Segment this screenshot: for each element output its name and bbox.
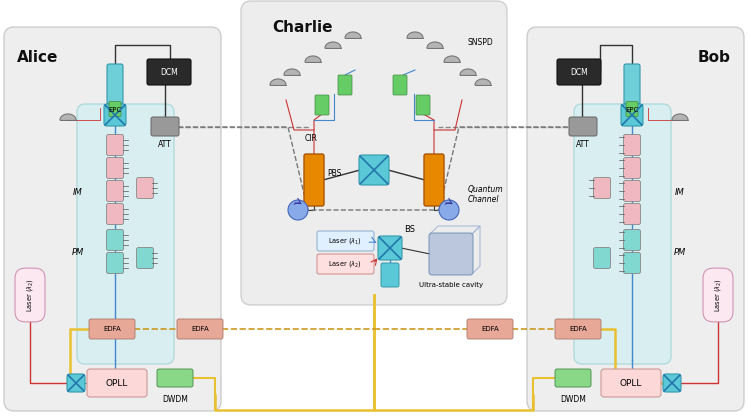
Text: PM: PM bbox=[72, 247, 84, 257]
FancyBboxPatch shape bbox=[429, 233, 473, 275]
Polygon shape bbox=[427, 42, 443, 48]
FancyBboxPatch shape bbox=[593, 178, 610, 199]
FancyBboxPatch shape bbox=[157, 369, 193, 387]
Text: Laser ($\lambda_1$): Laser ($\lambda_1$) bbox=[328, 236, 362, 246]
Text: DWDM: DWDM bbox=[560, 395, 586, 404]
Text: Bob: Bob bbox=[698, 50, 731, 65]
FancyBboxPatch shape bbox=[136, 178, 153, 199]
FancyBboxPatch shape bbox=[424, 154, 444, 206]
FancyBboxPatch shape bbox=[624, 181, 640, 202]
Text: PM: PM bbox=[674, 247, 686, 257]
FancyBboxPatch shape bbox=[317, 254, 374, 274]
Text: Ultra-stable cavity: Ultra-stable cavity bbox=[419, 282, 483, 288]
Text: IM: IM bbox=[675, 187, 685, 197]
FancyBboxPatch shape bbox=[557, 59, 601, 85]
FancyBboxPatch shape bbox=[624, 158, 640, 178]
Polygon shape bbox=[672, 114, 688, 120]
Text: ATT: ATT bbox=[158, 140, 172, 149]
FancyBboxPatch shape bbox=[621, 104, 643, 126]
FancyBboxPatch shape bbox=[87, 369, 147, 397]
FancyBboxPatch shape bbox=[106, 252, 123, 273]
FancyBboxPatch shape bbox=[89, 319, 135, 339]
FancyBboxPatch shape bbox=[393, 75, 407, 95]
Polygon shape bbox=[325, 42, 341, 48]
FancyBboxPatch shape bbox=[624, 134, 640, 155]
FancyBboxPatch shape bbox=[106, 229, 123, 250]
Circle shape bbox=[288, 200, 308, 220]
FancyBboxPatch shape bbox=[569, 117, 597, 136]
Text: IM: IM bbox=[73, 187, 83, 197]
Polygon shape bbox=[345, 32, 361, 38]
FancyBboxPatch shape bbox=[555, 319, 601, 339]
Text: DWDM: DWDM bbox=[162, 395, 188, 404]
FancyBboxPatch shape bbox=[151, 117, 179, 136]
FancyBboxPatch shape bbox=[574, 104, 671, 364]
FancyBboxPatch shape bbox=[241, 1, 507, 305]
FancyBboxPatch shape bbox=[416, 95, 430, 115]
Text: Laser ($\lambda_2$): Laser ($\lambda_2$) bbox=[25, 278, 35, 312]
FancyBboxPatch shape bbox=[626, 102, 638, 116]
Text: ATT: ATT bbox=[576, 140, 590, 149]
Polygon shape bbox=[460, 69, 476, 75]
FancyBboxPatch shape bbox=[4, 27, 221, 411]
Text: DCM: DCM bbox=[160, 68, 178, 76]
FancyBboxPatch shape bbox=[304, 154, 324, 206]
FancyBboxPatch shape bbox=[601, 369, 661, 397]
Text: OPLL: OPLL bbox=[105, 378, 128, 388]
Polygon shape bbox=[475, 79, 491, 85]
Text: Alice: Alice bbox=[17, 50, 58, 65]
FancyBboxPatch shape bbox=[624, 252, 640, 273]
Text: EPC: EPC bbox=[625, 107, 639, 113]
Text: EDFA: EDFA bbox=[569, 326, 587, 332]
FancyBboxPatch shape bbox=[177, 319, 223, 339]
FancyBboxPatch shape bbox=[555, 369, 591, 387]
FancyBboxPatch shape bbox=[527, 27, 744, 411]
FancyBboxPatch shape bbox=[624, 64, 640, 104]
FancyBboxPatch shape bbox=[663, 374, 681, 392]
FancyBboxPatch shape bbox=[317, 231, 374, 251]
Text: SNSPD: SNSPD bbox=[468, 38, 494, 47]
FancyBboxPatch shape bbox=[624, 204, 640, 225]
Text: EDFA: EDFA bbox=[103, 326, 121, 332]
FancyBboxPatch shape bbox=[106, 134, 123, 155]
FancyBboxPatch shape bbox=[106, 181, 123, 202]
Polygon shape bbox=[305, 56, 321, 62]
FancyBboxPatch shape bbox=[467, 319, 513, 339]
FancyBboxPatch shape bbox=[624, 229, 640, 250]
Text: EDFA: EDFA bbox=[191, 326, 209, 332]
FancyBboxPatch shape bbox=[107, 64, 123, 104]
FancyBboxPatch shape bbox=[77, 104, 174, 364]
FancyBboxPatch shape bbox=[136, 247, 153, 268]
FancyBboxPatch shape bbox=[106, 204, 123, 225]
FancyBboxPatch shape bbox=[359, 155, 389, 185]
Polygon shape bbox=[444, 56, 460, 62]
Text: Laser ($\lambda_2$): Laser ($\lambda_2$) bbox=[328, 259, 362, 269]
Text: Quantum
Channel: Quantum Channel bbox=[468, 185, 503, 205]
Polygon shape bbox=[270, 79, 286, 85]
FancyBboxPatch shape bbox=[109, 102, 121, 116]
Text: EDFA: EDFA bbox=[481, 326, 499, 332]
FancyBboxPatch shape bbox=[378, 236, 402, 260]
Text: Charlie: Charlie bbox=[272, 20, 333, 35]
Text: OPLL: OPLL bbox=[620, 378, 643, 388]
FancyBboxPatch shape bbox=[67, 374, 85, 392]
Text: PBS: PBS bbox=[327, 169, 341, 178]
FancyBboxPatch shape bbox=[338, 75, 352, 95]
FancyBboxPatch shape bbox=[147, 59, 191, 85]
Polygon shape bbox=[284, 69, 300, 75]
Text: BS: BS bbox=[404, 225, 415, 234]
Polygon shape bbox=[407, 32, 423, 38]
Text: Laser ($\lambda_2$): Laser ($\lambda_2$) bbox=[713, 278, 723, 312]
FancyBboxPatch shape bbox=[593, 247, 610, 268]
FancyBboxPatch shape bbox=[106, 158, 123, 178]
FancyBboxPatch shape bbox=[381, 263, 399, 287]
FancyBboxPatch shape bbox=[315, 95, 329, 115]
Text: CIR: CIR bbox=[305, 134, 318, 143]
Text: EPC: EPC bbox=[108, 107, 122, 113]
Circle shape bbox=[439, 200, 459, 220]
Polygon shape bbox=[60, 114, 76, 120]
Text: DCM: DCM bbox=[570, 68, 588, 76]
FancyBboxPatch shape bbox=[104, 104, 126, 126]
